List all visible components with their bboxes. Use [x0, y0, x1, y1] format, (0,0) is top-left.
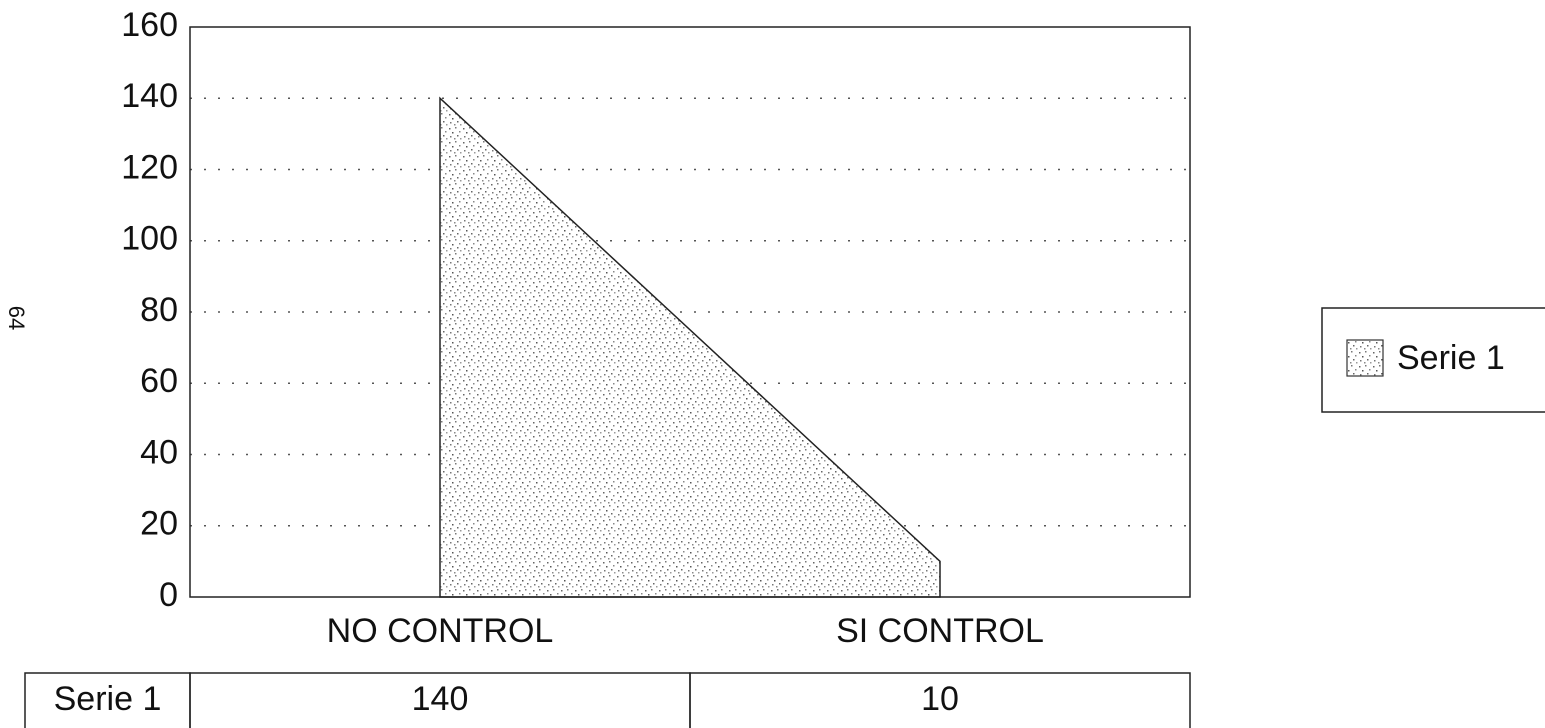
y-tick-label: 140 — [121, 77, 178, 115]
y-tick-label: 0 — [159, 576, 178, 614]
legend-swatch — [1346, 339, 1384, 377]
y-tick-label: 160 — [121, 6, 178, 44]
plot-area — [190, 96, 1190, 598]
legend-box — [1321, 307, 1545, 413]
table-cell — [689, 672, 1191, 728]
x-tick-label: SI CONTROL — [836, 612, 1044, 650]
table-row-label: Serie 1 — [54, 680, 162, 718]
y-tick-label: 120 — [121, 148, 178, 186]
y-tick-label: 80 — [140, 291, 178, 329]
y-tick-label: 40 — [140, 433, 178, 471]
plot-frame — [189, 26, 1191, 598]
y-tick-label: 60 — [140, 362, 178, 400]
table-value: 10 — [921, 680, 959, 718]
y-tick-label: 100 — [121, 220, 178, 258]
page-number: 64 — [4, 306, 29, 330]
table-value: 140 — [412, 680, 469, 718]
x-tick-label: NO CONTROL — [327, 612, 554, 650]
area — [439, 96, 941, 598]
y-tick-label: 20 — [140, 505, 178, 543]
legend-label: Serie 1 — [1397, 339, 1505, 377]
